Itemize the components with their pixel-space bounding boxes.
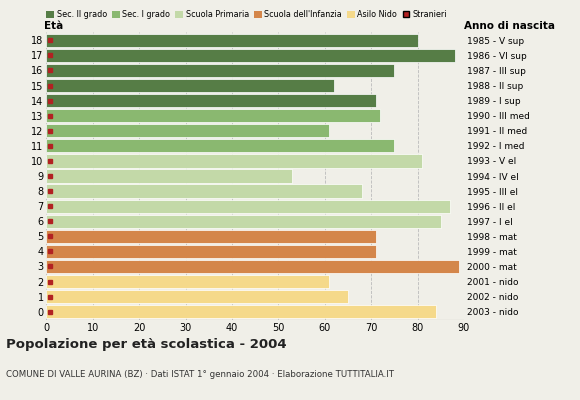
Bar [46,34,418,47]
Bar [46,260,459,273]
Bar [46,275,329,288]
Text: Età: Età [44,20,64,30]
Bar [46,184,362,198]
Text: Popolazione per età scolastica - 2004: Popolazione per età scolastica - 2004 [6,338,287,351]
Text: Anno di nascita: Anno di nascita [464,20,555,30]
Bar [46,49,455,62]
Bar [46,109,380,122]
Bar [46,154,422,168]
Bar [46,215,441,228]
Text: COMUNE DI VALLE AURINA (BZ) · Dati ISTAT 1° gennaio 2004 · Elaborazione TUTTITAL: COMUNE DI VALLE AURINA (BZ) · Dati ISTAT… [6,370,394,379]
Bar [46,94,376,107]
Bar [46,124,329,137]
Bar [46,79,334,92]
Bar [46,305,436,318]
Bar [46,230,376,243]
Bar [46,200,450,213]
Bar [46,169,292,183]
Bar [46,245,376,258]
Legend: Sec. II grado, Sec. I grado, Scuola Primaria, Scuola dell'Infanzia, Asilo Nido, : Sec. II grado, Sec. I grado, Scuola Prim… [46,10,447,19]
Bar [46,290,348,303]
Bar [46,64,394,77]
Bar [46,139,394,152]
